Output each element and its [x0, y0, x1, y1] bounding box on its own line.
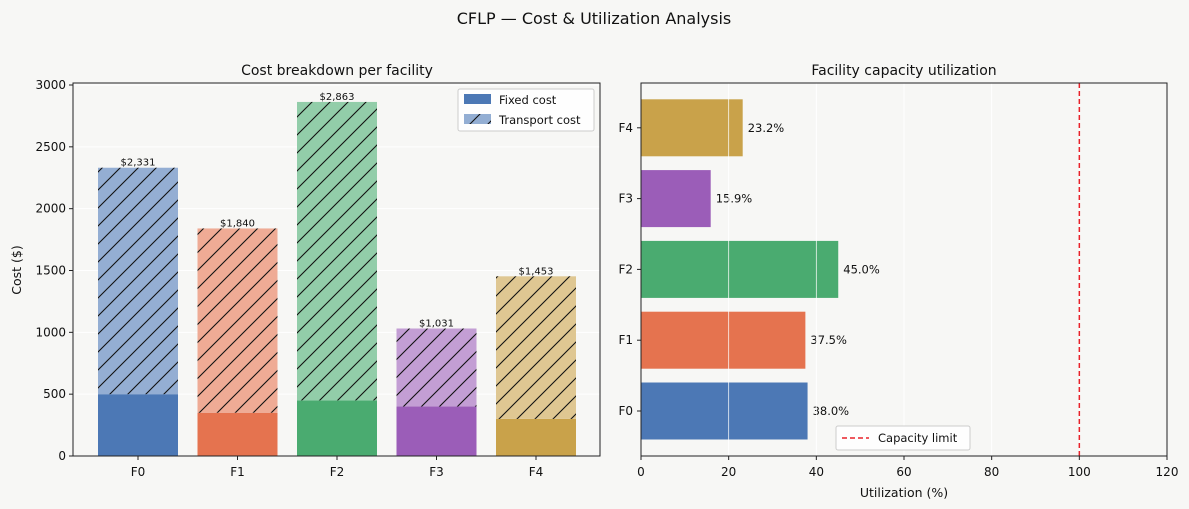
util-bar-f2 [641, 240, 839, 298]
utilization-chart: Facility capacity utilization Utilizatio… [618, 63, 1178, 500]
util-value-label-f4: 23.2% [748, 121, 785, 135]
utilization-chart-title: Facility capacity utilization [811, 63, 996, 79]
legend-label-capacity: Capacity limit [878, 431, 958, 445]
bar-total-label-f2: $2,863 [320, 92, 355, 103]
cost-ytick-label: 3000 [35, 78, 66, 92]
cost-chart-title: Cost breakdown per facility [241, 63, 433, 79]
cost-ytick-label: 2000 [35, 202, 66, 216]
cost-chart-ylabel: Cost ($) [9, 245, 24, 294]
util-ytick-label-f3: F3 [618, 192, 633, 206]
bar-transport-hatch-f3 [396, 328, 477, 407]
bar-transport-hatch-f2 [297, 101, 377, 401]
utilization-legend: Capacity limit [835, 425, 971, 451]
util-xtick-label: 40 [809, 465, 824, 479]
cost-ytick-label: 1500 [35, 264, 66, 278]
bar-transport-hatch-f1 [197, 228, 278, 413]
cost-legend: Fixed cost Transport cost [457, 88, 595, 132]
util-bar-f1 [641, 311, 806, 369]
utilization-chart-xlabel: Utilization (%) [860, 485, 948, 500]
bar-fixed-f1 [197, 412, 278, 456]
util-ytick-label-f2: F2 [618, 262, 633, 276]
util-value-label-f1: 37.5% [810, 333, 847, 347]
legend-label-transport: Transport cost [498, 113, 581, 127]
bar-total-label-f3: $1,031 [419, 318, 454, 329]
util-xtick-label: 80 [984, 465, 999, 479]
bar-total-label-f1: $1,840 [220, 218, 255, 229]
bar-fixed-f2 [297, 400, 377, 456]
bar-total-label-f4: $1,453 [519, 266, 554, 277]
cost-chart: Cost breakdown per facility Cost ($) $2,… [9, 63, 601, 479]
cost-ytick-label: 0 [58, 449, 66, 463]
cost-xtick-label-f1: F1 [230, 465, 245, 479]
figure-title: CFLP — Cost & Utilization Analysis [457, 9, 732, 28]
util-value-label-f0: 38.0% [813, 404, 850, 418]
util-bar-f3 [641, 170, 711, 228]
bar-fixed-f0 [98, 394, 178, 456]
cost-xtick-label-f3: F3 [429, 465, 444, 479]
legend-label-fixed: Fixed cost [499, 93, 557, 107]
util-value-label-f2: 45.0% [843, 262, 880, 276]
util-xtick-label: 100 [1068, 465, 1091, 479]
cost-xtick-label-f2: F2 [330, 465, 345, 479]
util-ytick-label-f1: F1 [618, 333, 633, 347]
util-xtick-label: 20 [721, 465, 736, 479]
util-xtick-label: 0 [637, 465, 645, 479]
util-bar-f0 [641, 382, 808, 440]
cost-xtick-label-f0: F0 [131, 465, 146, 479]
bar-transport-hatch-f0 [98, 167, 178, 395]
bar-fixed-f4 [496, 418, 576, 456]
util-xtick-label: 60 [896, 465, 911, 479]
cost-ytick-label: 1000 [35, 325, 66, 339]
bar-total-label-f0: $2,331 [121, 158, 156, 169]
util-ytick-label-f0: F0 [618, 404, 633, 418]
util-value-label-f3: 15.9% [716, 192, 753, 206]
util-bar-f4 [641, 99, 743, 157]
cost-xtick-label-f4: F4 [529, 465, 544, 479]
bar-transport-hatch-f4 [496, 276, 576, 419]
legend-swatch-transport-hatch [464, 114, 491, 124]
util-xtick-label: 120 [1156, 465, 1179, 479]
cost-ytick-label: 500 [43, 387, 66, 401]
bar-fixed-f3 [396, 406, 477, 456]
util-ytick-label-f4: F4 [618, 121, 633, 135]
cost-ytick-label: 2500 [35, 140, 66, 154]
legend-swatch-fixed [464, 94, 491, 104]
